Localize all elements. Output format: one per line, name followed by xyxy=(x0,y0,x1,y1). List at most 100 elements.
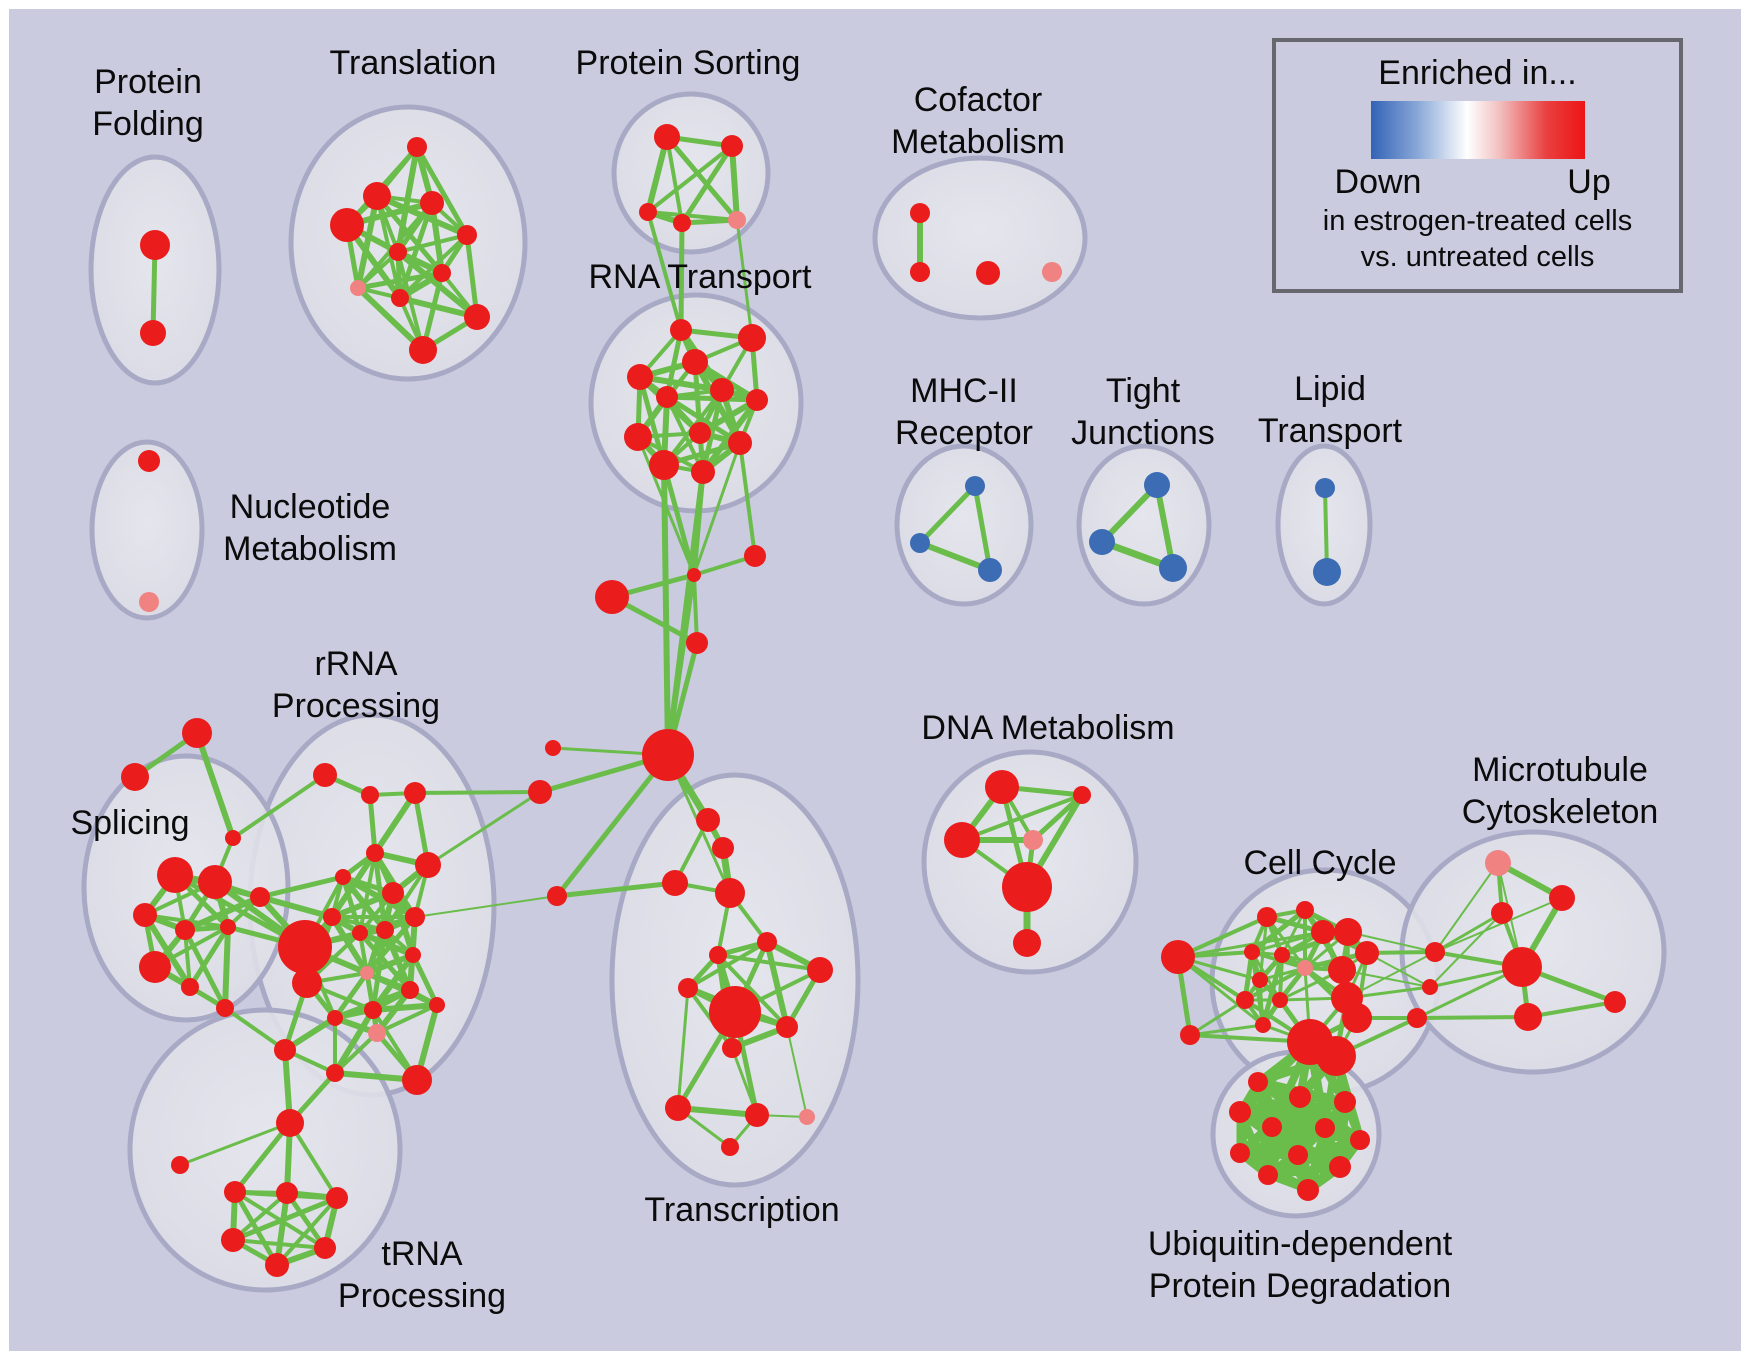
node-cc2 xyxy=(1296,901,1314,919)
node-dm5 xyxy=(1002,862,1052,912)
node-ub9 xyxy=(1288,1145,1308,1165)
edge xyxy=(257,894,335,920)
edge xyxy=(194,730,236,841)
node-rt5 xyxy=(656,386,678,408)
edge xyxy=(1249,907,1308,955)
edge xyxy=(735,218,754,340)
node-rr13 xyxy=(429,997,445,1013)
node-cr2 xyxy=(1422,979,1438,995)
cluster-label-trna-processing: Processing xyxy=(338,1277,506,1315)
node-tn2 xyxy=(224,1181,246,1203)
node-rr2 xyxy=(361,786,379,804)
node-tx13 xyxy=(745,1103,769,1127)
cluster-label-tight-junctions: Junctions xyxy=(1071,414,1215,452)
node-pf2 xyxy=(140,320,166,346)
node-mc4 xyxy=(1514,1003,1542,1031)
edge xyxy=(1188,998,1247,1037)
node-ub6 xyxy=(1315,1118,1335,1138)
node-mc5 xyxy=(1604,991,1626,1013)
node-cc9 xyxy=(1355,941,1379,965)
node-tx1 xyxy=(696,808,720,832)
node-tr4 xyxy=(330,208,364,242)
node-tr3 xyxy=(420,191,444,215)
edge xyxy=(413,790,542,795)
edge xyxy=(372,790,418,856)
node-dm6 xyxy=(1013,929,1041,957)
nodes xyxy=(121,124,1626,1277)
node-st2 xyxy=(121,763,149,791)
node-rr8 xyxy=(323,908,341,926)
node-cm1 xyxy=(910,203,930,223)
node-fx xyxy=(547,886,567,906)
legend-gradient-bar xyxy=(1370,101,1585,159)
node-sp8 xyxy=(216,999,234,1017)
edge xyxy=(692,573,699,645)
node-tx8 xyxy=(678,978,698,998)
edge xyxy=(1154,482,1176,571)
edge xyxy=(178,1121,292,1167)
node-tx14 xyxy=(799,1109,815,1125)
node-tx6 xyxy=(709,946,727,964)
edge xyxy=(1188,1023,1265,1037)
node-rt4 xyxy=(627,364,653,390)
node-ccG2 xyxy=(1316,1036,1356,1076)
node-rt12 xyxy=(691,460,715,484)
edge xyxy=(665,135,684,225)
edge xyxy=(232,1120,293,1195)
edge xyxy=(231,1238,327,1250)
node-rr10 xyxy=(376,921,394,939)
node-lt2 xyxy=(1313,558,1341,586)
node-ub5 xyxy=(1262,1117,1282,1137)
node-ps5 xyxy=(728,211,746,229)
node-rbP xyxy=(368,1024,386,1042)
edge xyxy=(288,1121,339,1200)
edge xyxy=(692,441,742,577)
node-rr15 xyxy=(327,1010,343,1026)
node-tn1 xyxy=(276,1109,304,1137)
cluster-label-nucleotide-metabolism: Metabolism xyxy=(223,530,397,568)
node-sp5 xyxy=(220,919,236,935)
edge xyxy=(182,927,228,1011)
node-fn1 xyxy=(687,568,701,582)
cluster-label-ubiquitin-degradation: Protein Degradation xyxy=(1149,1267,1451,1305)
edge xyxy=(1264,1163,1344,1179)
edge xyxy=(1433,911,1504,954)
legend-title: Enriched in... xyxy=(1378,54,1577,92)
cluster-labels: Protein Folding Translation Protein Sorting… xyxy=(70,44,1658,1315)
node-fr1 xyxy=(528,780,552,804)
legend-box: Enriched in... Down Up in estrogen-treat… xyxy=(1272,38,1683,293)
edge xyxy=(1434,897,1563,953)
node-ub4 xyxy=(1229,1101,1251,1123)
node-tr2 xyxy=(363,182,391,210)
edge xyxy=(332,1007,376,1076)
node-pf1 xyxy=(140,230,170,260)
edge xyxy=(187,924,231,990)
edge xyxy=(716,953,822,972)
edge xyxy=(182,894,263,933)
node-tx7 xyxy=(807,957,833,983)
node-rb2 xyxy=(274,1039,296,1061)
edge xyxy=(357,930,416,958)
cluster-label-microtubule-cytoskeleton: Cytoskeleton xyxy=(1462,793,1659,831)
node-ps2 xyxy=(721,135,743,157)
node-rr1 xyxy=(313,763,337,787)
node-cc6 xyxy=(1274,947,1290,963)
edge xyxy=(917,540,993,573)
edge xyxy=(1434,862,1499,953)
node-tx5 xyxy=(757,932,777,952)
node-tx11 xyxy=(722,1038,742,1058)
node-rrH2 xyxy=(292,968,322,998)
node-tx2 xyxy=(712,837,734,859)
edge xyxy=(729,143,740,223)
edge xyxy=(1526,1000,1617,1019)
cluster-label-cofactor-metabolism: Metabolism xyxy=(891,123,1065,161)
node-rr11 xyxy=(405,947,421,963)
edge xyxy=(284,1190,328,1251)
node-rr6 xyxy=(415,852,441,878)
node-tr11 xyxy=(409,336,437,364)
node-rr7 xyxy=(382,882,404,904)
node-ub10 xyxy=(1329,1156,1351,1178)
node-sp6 xyxy=(139,951,171,983)
node-mh2 xyxy=(910,533,930,553)
edge xyxy=(554,880,678,899)
